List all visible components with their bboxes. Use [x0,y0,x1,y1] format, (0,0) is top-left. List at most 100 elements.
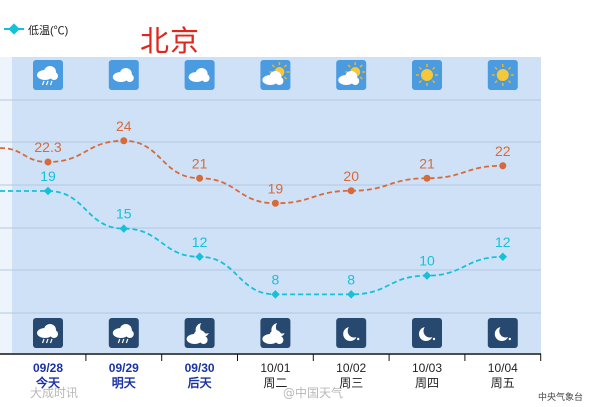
watermark-left: 大成时讯 [30,386,79,400]
star-shape [508,337,511,341]
high-temp-label: 21 [192,155,208,171]
moon-shadow [347,324,361,338]
cloudy-icon [108,60,139,90]
high-temp-label: 19 [268,180,284,196]
x-tick-day: 后天 [188,375,213,390]
cloud-shape [275,77,284,85]
high-temp-label: 21 [419,155,435,171]
moon-shadow [275,320,289,334]
rain-drop [49,338,53,344]
rain-drop [121,338,125,344]
watermark-right: @中国天气 [283,386,344,400]
legend-label: 低温(℃) [28,25,69,37]
moon-shadow [200,320,214,334]
high-temp-point [271,199,279,207]
x-tick-day: 周二 [263,376,287,390]
rain-drop [41,80,45,86]
moon-shadow [423,324,437,338]
high-temp-label: 24 [116,118,132,134]
low-temp-label: 8 [272,271,280,287]
low-temp-point [119,224,129,233]
sun-ray [359,76,363,80]
x-tick-date: 10/01 [260,361,290,375]
sun-ray [271,64,275,68]
high-temp-point [499,162,507,170]
partly-sunny-icon [260,60,291,90]
high-temp-point [196,174,204,182]
sun-ray [418,66,422,70]
sun-ray [283,76,288,80]
rain-drop [117,338,121,344]
low-temp-line [0,190,503,296]
high-temp-point [347,187,355,195]
low-temp-point [43,186,53,196]
sun-ray [347,64,351,68]
rain-drop [41,338,45,344]
plot-left-strip [0,57,12,353]
cloud-shape [50,330,58,338]
moon-star-icon [412,318,442,348]
cloud-shape [125,330,134,338]
cloud-shape [125,74,134,82]
cloudy-icon [184,60,215,90]
moon-star-icon [487,318,518,348]
sun-ray [359,64,363,68]
low-temp-label: 15 [116,206,132,222]
high-temp-label: 22.3 [34,139,61,155]
x-tick-day: 周三 [339,376,363,390]
low-temp-label: 19 [40,168,56,184]
cloudy-moon-icon [260,318,291,348]
sun-ray [494,80,498,84]
high-temp-line [0,139,503,205]
high-temp-point [44,158,52,166]
sun-disc [421,69,433,81]
cloud-shape [351,77,360,85]
high-temp-label: 20 [343,168,359,184]
cloudy-rain-night-icon [108,318,139,348]
cloudy-rain-night-icon [33,318,63,348]
sun-ray [283,64,288,68]
x-tick-day: 今天 [35,375,61,390]
low-temp-label: 10 [419,253,435,269]
low-temp-point [346,290,356,299]
rain-drop [125,338,129,344]
low-temp-label: 8 [347,271,355,287]
cloud-shape [275,336,284,344]
star-shape [357,337,360,341]
sun-disc [496,69,509,81]
x-tick-date: 09/30 [185,361,215,375]
x-tick-date: 10/03 [412,361,442,375]
cloud-shape [50,72,58,80]
partly-cloudy-rain-icon [33,60,63,90]
sun-ray [494,66,498,70]
sun-ray [507,80,512,84]
cloudy-moon-icon [184,318,215,348]
high-temp-label: 22 [495,143,511,159]
source-label: 中央气象台 [538,392,584,402]
low-temp-point [271,290,280,299]
sunny-icon [412,60,442,90]
x-tick-day: 周五 [491,376,515,390]
x-tick-date: 09/29 [109,361,139,375]
sun-ray [507,66,512,70]
high-temp-point [120,137,128,145]
high-temp-point [423,174,431,182]
legend: 低温(℃) [4,16,84,40]
rain-drop [49,80,53,86]
rain-drop [45,338,49,344]
rain-drop [45,80,49,86]
cloud-shape [201,74,210,82]
sun-ray [418,80,422,84]
x-tick-day: 明天 [112,376,137,390]
x-tick-date: 10/04 [488,361,518,375]
sunny-icon [487,60,518,90]
x-tick-date: 09/28 [33,361,63,375]
star-shape [432,337,436,341]
moon-shadow [499,324,513,338]
city-title: 北京 [140,24,201,58]
low-temp-label: 12 [192,234,208,250]
sun-ray [432,66,436,70]
x-tick-date: 10/02 [336,361,366,375]
cloud-shape [199,336,208,344]
